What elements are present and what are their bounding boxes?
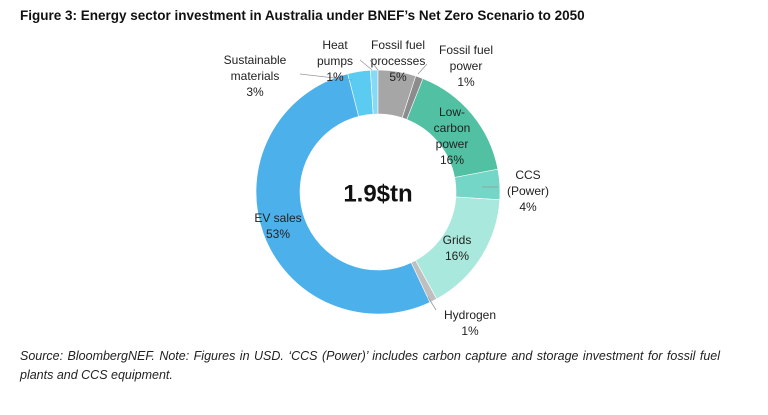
donut-segment [255, 73, 431, 315]
segment-label: Low-carbon power 16% [427, 104, 477, 168]
value-label: 3% [246, 85, 264, 99]
category-name: Grids [442, 233, 472, 247]
donut-segment [347, 69, 374, 117]
segment-label: Hydrogen 1% [435, 307, 505, 339]
donut-segment [410, 259, 438, 303]
category-name: Sustainable materials [223, 53, 287, 83]
leader-line [299, 73, 353, 81]
value-label: 4% [519, 200, 537, 214]
segment-label: Fossil fuel processes 5% [363, 37, 433, 85]
donut-segment [406, 78, 499, 178]
source-note: Source: BloombergNEF. Note: Figures in U… [20, 349, 720, 382]
donut-segment [415, 196, 501, 300]
donut-segment [377, 69, 417, 119]
leader-line [417, 63, 428, 75]
value-label: 5% [389, 70, 407, 84]
category-name: Fossil fuel power [438, 43, 494, 73]
chart-title: Figure 3: Energy sector investment in Au… [20, 8, 585, 23]
value-label: 1% [461, 324, 479, 338]
value-label: 1% [326, 70, 344, 84]
leader-line [359, 59, 373, 71]
segment-label: Grids 16% [432, 232, 482, 264]
center-label: 1.9$tn [343, 180, 412, 207]
leader-line [369, 59, 379, 71]
segment-label: Fossil fuel power 1% [436, 42, 496, 90]
category-name: Heat pumps [316, 38, 354, 68]
category-name: Fossil fuel processes [370, 38, 426, 68]
segment-label: Heat pumps 1% [310, 37, 360, 85]
segment-label: CCS (Power) 4% [498, 167, 558, 215]
value-label: 53% [265, 227, 291, 241]
donut-segment [401, 75, 424, 120]
donut-segment [454, 168, 501, 200]
value-label: 16% [439, 153, 465, 167]
category-name: Hydrogen [443, 308, 497, 322]
leader-line [427, 296, 437, 311]
value-label: 1% [457, 75, 475, 89]
value-label: 16% [444, 249, 470, 263]
category-name: EV sales [254, 211, 302, 225]
category-name: CCS (Power) [506, 168, 549, 198]
segment-label: EV sales 53% [243, 210, 313, 242]
category-name: Low-carbon power [433, 105, 471, 151]
segment-label: Sustainable materials 3% [210, 52, 300, 100]
